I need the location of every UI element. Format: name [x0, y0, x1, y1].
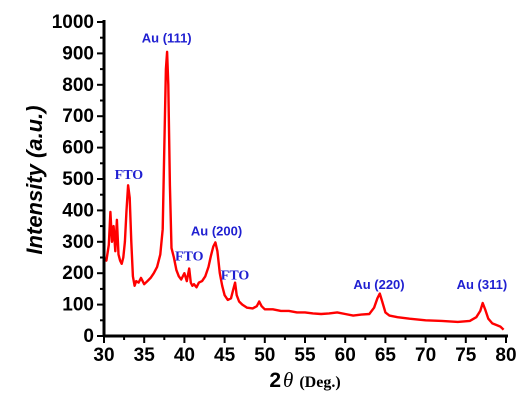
- y-tick-label: 200: [62, 263, 94, 284]
- peak-label: FTO: [115, 168, 144, 183]
- y-axis-label: Intensity (a.u.): [22, 105, 47, 254]
- series-line-0: [103, 50, 505, 331]
- x-tick-label: 45: [214, 345, 236, 366]
- peak-label: Au (111): [142, 30, 192, 45]
- x-axis-label-prefix: 2: [269, 369, 281, 392]
- x-tick-label: 55: [294, 345, 316, 366]
- x-tick-label: 75: [455, 345, 477, 366]
- peak-label: Au (220): [353, 277, 404, 292]
- peak-annotations: Au (111) FTO Au (200) FTO FTO Au (220) Au (311…: [115, 30, 508, 291]
- y-tick-label: 500: [62, 169, 94, 190]
- x-tick-label: 80: [495, 345, 516, 366]
- peak-label: Au (200): [191, 224, 242, 239]
- x-tick-label: 50: [254, 345, 275, 366]
- y-tick-label: 100: [62, 295, 94, 316]
- peak-label: FTO: [221, 268, 250, 283]
- x-tick-label: 40: [174, 345, 195, 366]
- x-axis-label-unit: (Deg.): [299, 374, 340, 391]
- x-tick-label: 65: [375, 345, 397, 366]
- y-tick-label: 800: [62, 75, 94, 96]
- y-tick-label: 700: [62, 106, 94, 127]
- x-axis-label-symbol: θ: [283, 368, 293, 392]
- y-ticks: 0 100 200 300 400 500 600 700 800 900 1000: [52, 12, 104, 347]
- y-tick-label: 600: [62, 138, 94, 159]
- peak-label: Au (311): [457, 277, 508, 292]
- peak-label: FTO: [175, 250, 204, 265]
- x-tick-label: 60: [335, 345, 356, 366]
- x-ticks: 30 35 40 45 50 55 60 65 70 75 80: [93, 336, 517, 366]
- y-tick-label: 1000: [52, 12, 94, 33]
- x-tick-label: 30: [93, 345, 114, 366]
- y-tick-label: 300: [62, 232, 94, 253]
- x-tick-label: 70: [415, 345, 436, 366]
- y-tick-label: 900: [62, 43, 94, 64]
- y-tick-label: 0: [83, 326, 94, 347]
- y-tick-label: 400: [62, 200, 94, 221]
- x-axis-label: 2θ (Deg.): [269, 368, 340, 392]
- x-tick-label: 35: [134, 345, 156, 366]
- plot-layer: [102, 20, 508, 338]
